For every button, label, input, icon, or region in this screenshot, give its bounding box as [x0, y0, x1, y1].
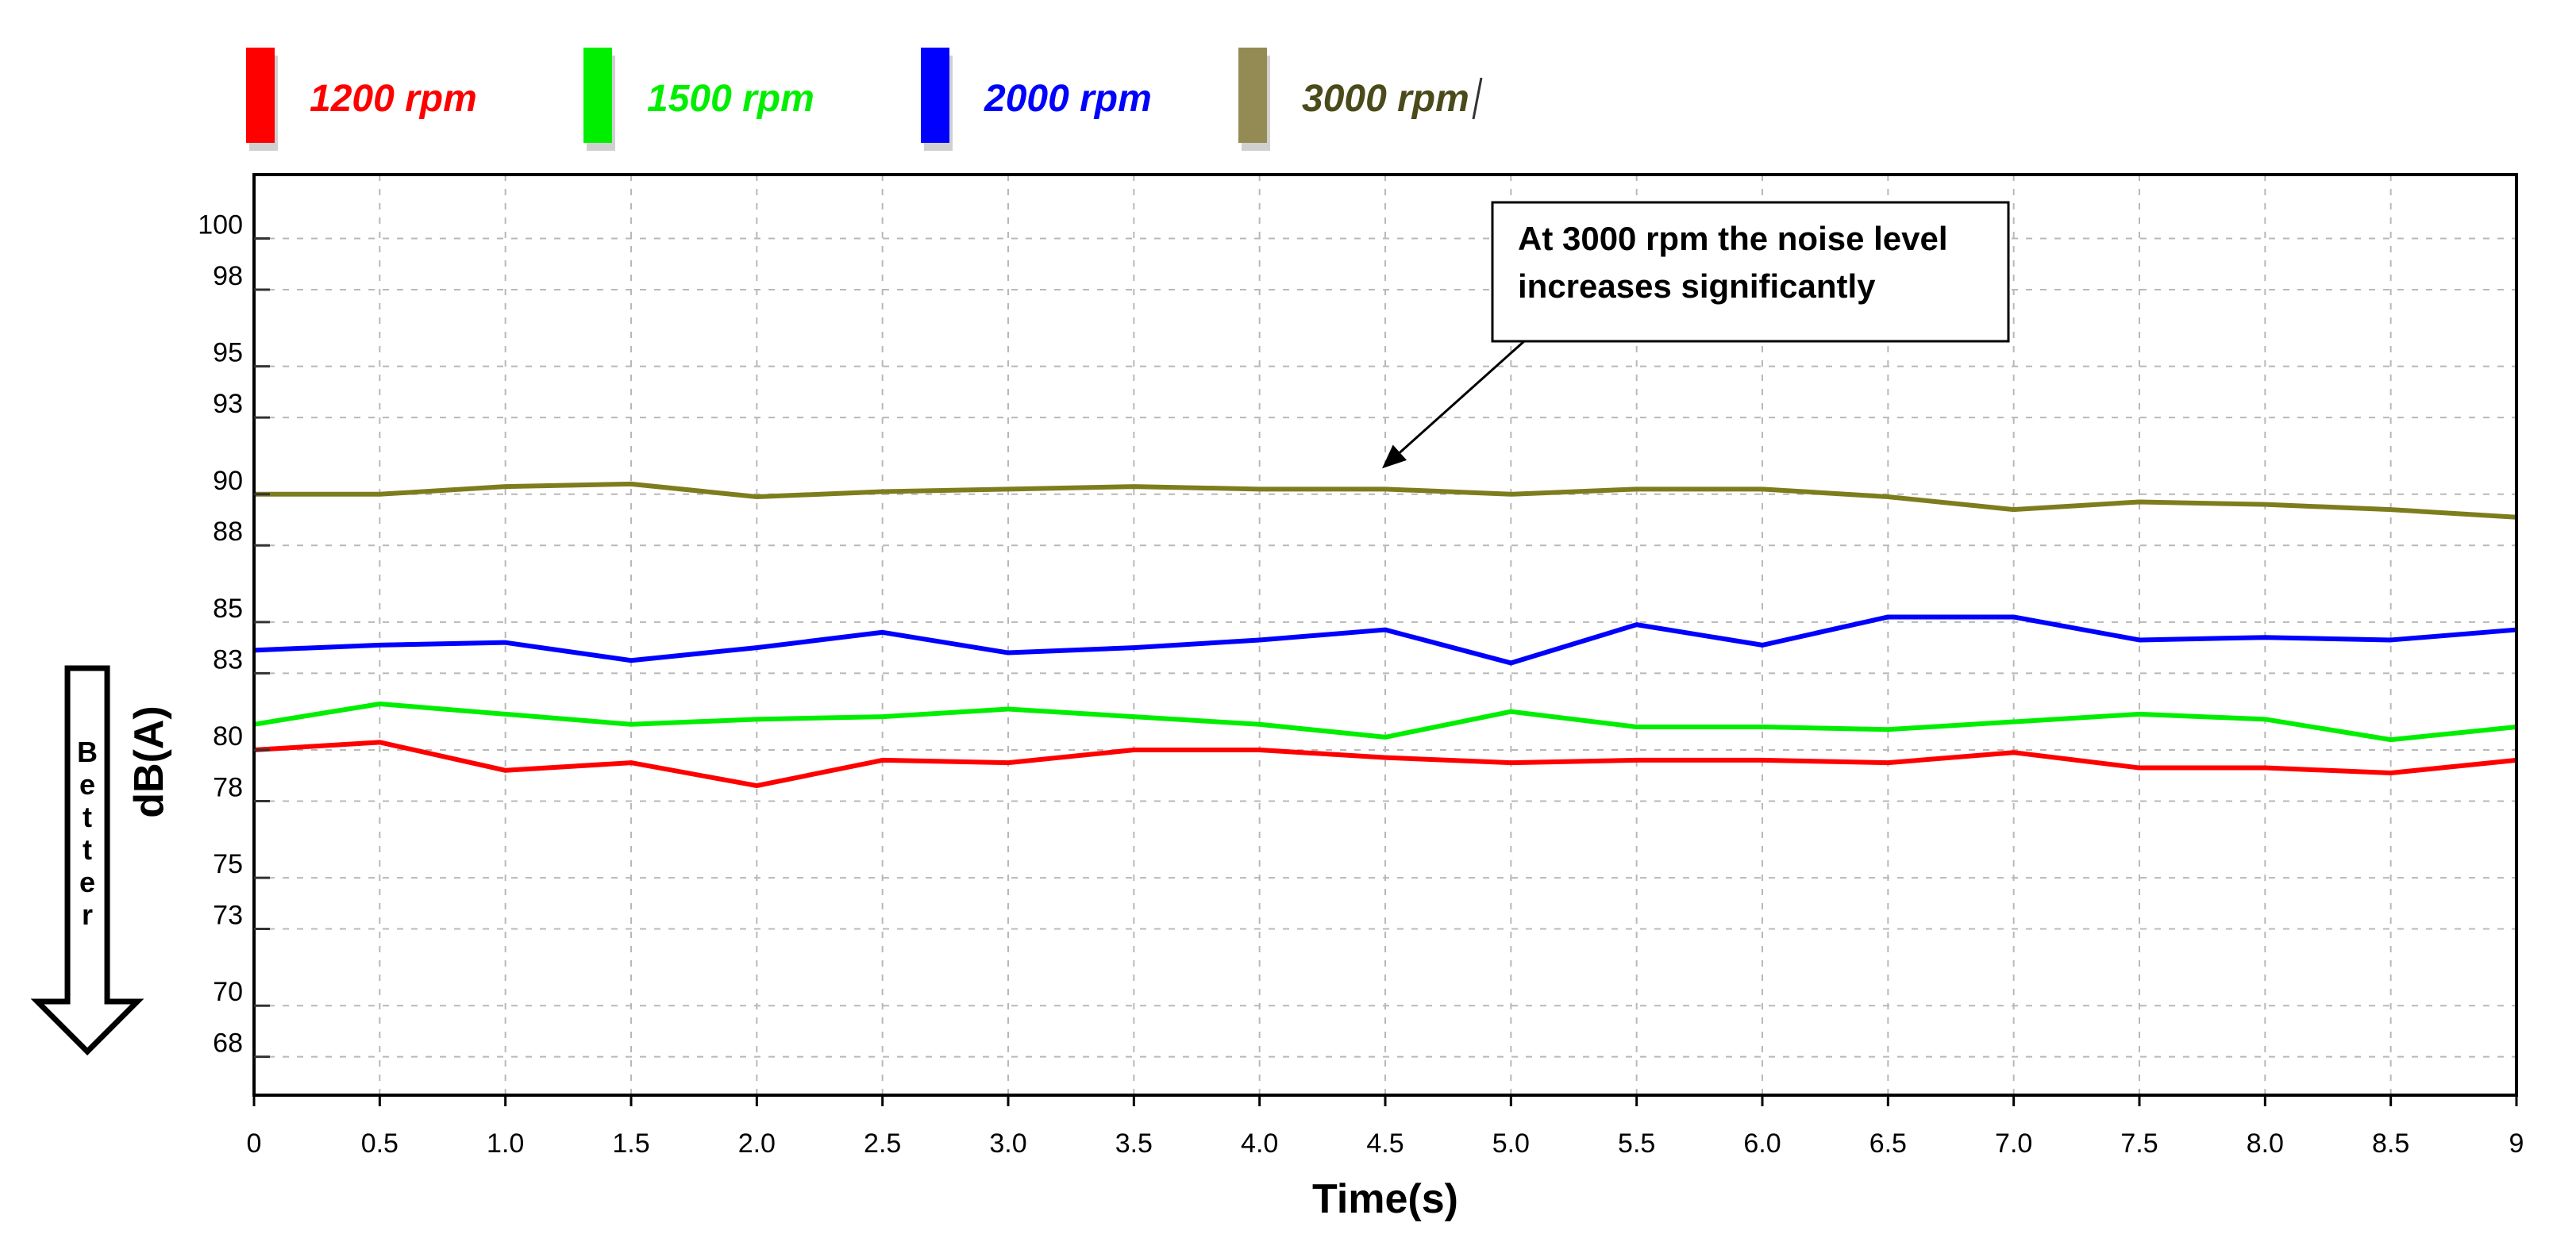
series-line-1200-rpm	[253, 740, 2517, 789]
annotation-text-line2: increases significantly	[1518, 267, 1876, 305]
better-letter: B	[77, 736, 98, 768]
legend-item-1200-rpm: 1200 rpm	[246, 48, 477, 151]
annotation-box	[1491, 201, 2010, 343]
y-tick-label: 75	[213, 849, 243, 879]
legend-item-1500-rpm: 1500 rpm	[583, 48, 814, 151]
annotation: At 3000 rpm the noise level increases si…	[1382, 201, 2010, 469]
legend-swatch	[583, 48, 612, 143]
x-tick-label: 2.5	[864, 1128, 901, 1159]
series-line-2000-rpm	[253, 614, 2517, 666]
x-tick-label: 3.0	[989, 1128, 1026, 1159]
legend-label: 1500 rpm	[647, 78, 814, 120]
better-letter: e	[79, 768, 95, 801]
grid	[254, 175, 2516, 1095]
series-lines	[253, 481, 2517, 789]
x-tick-label: 1.5	[612, 1128, 649, 1159]
y-tick-label: 95	[213, 338, 243, 368]
legend-label: 2000 rpm	[984, 78, 1152, 120]
x-tick-label: 1.0	[487, 1128, 524, 1159]
legend-label: 1200 rpm	[310, 78, 477, 120]
y-tick-label: 85	[213, 594, 243, 624]
x-axis: 0 0.5 1.0 1.5 2.0 2.5 3.0 3.5 4.0 4.5 5.0 5.5 6.0 6.5…	[247, 1095, 2524, 1159]
legend-item-3000-rpm: 3000 rpm	[1238, 48, 1469, 151]
y-tick-label: 90	[213, 466, 243, 496]
legend: 1200 rpm 1500 rpm 2000 rpm 3000 rpm	[246, 48, 1483, 151]
legend-item-2000-rpm: 2000 rpm	[921, 48, 1152, 151]
better-letter: r	[82, 898, 93, 931]
x-tick-label: 4.0	[1241, 1128, 1278, 1159]
better-letter: t	[83, 801, 92, 833]
annotation-arrowhead	[1382, 444, 1407, 469]
y-tick-label: 88	[213, 517, 243, 547]
y-tick-label: 78	[213, 772, 243, 802]
y-tick-label: 98	[213, 261, 243, 291]
y-tick-label: 80	[213, 721, 243, 752]
x-tick-label: 5.0	[1492, 1128, 1530, 1159]
text-cursor-mark	[1472, 77, 1483, 120]
x-axis-title: Time(s)	[1312, 1176, 1458, 1222]
annotation-arrow	[1399, 340, 1526, 454]
x-tick-label: 9	[2509, 1128, 2524, 1159]
y-tick-label: 100	[198, 210, 243, 240]
y-tick-label: 68	[213, 1028, 243, 1059]
y-axis: 100 98 95 93 90 88 85 83 80 78 75 73 70 68	[198, 210, 270, 1059]
y-tick-label: 93	[213, 389, 243, 419]
legend-swatch	[1238, 48, 1267, 143]
x-tick-label: 5.5	[1618, 1128, 1655, 1159]
x-tick-label: 4.5	[1366, 1128, 1404, 1159]
series-line-3000-rpm	[254, 481, 2517, 520]
x-tick-label: 0	[247, 1128, 262, 1159]
legend-swatch	[246, 48, 275, 143]
x-tick-label: 0.5	[361, 1128, 399, 1159]
x-tick-label: 6.0	[1743, 1128, 1781, 1159]
series-line-1500-rpm	[253, 702, 2517, 743]
legend-swatch	[921, 48, 949, 143]
x-tick-label: 6.5	[1869, 1128, 1907, 1159]
x-tick-label: 2.0	[738, 1128, 776, 1159]
y-tick-label: 83	[213, 644, 243, 675]
x-tick-label: 7.5	[2120, 1128, 2158, 1159]
y-axis-title: dB(A)	[126, 706, 172, 818]
y-tick-label: 70	[213, 977, 243, 1007]
x-tick-label: 7.0	[1995, 1128, 2032, 1159]
x-tick-label: 3.5	[1115, 1128, 1153, 1159]
better-letter: t	[83, 833, 92, 866]
better-arrow-shape	[30, 665, 144, 1055]
y-tick-label: 73	[213, 901, 243, 931]
legend-label: 3000 rpm	[1302, 78, 1469, 120]
better-letter: e	[79, 866, 95, 898]
x-tick-label: 8.5	[2372, 1128, 2409, 1159]
x-tick-label: 8.0	[2247, 1128, 2284, 1159]
annotation-text-line1: At 3000 rpm the noise level	[1518, 220, 1948, 257]
